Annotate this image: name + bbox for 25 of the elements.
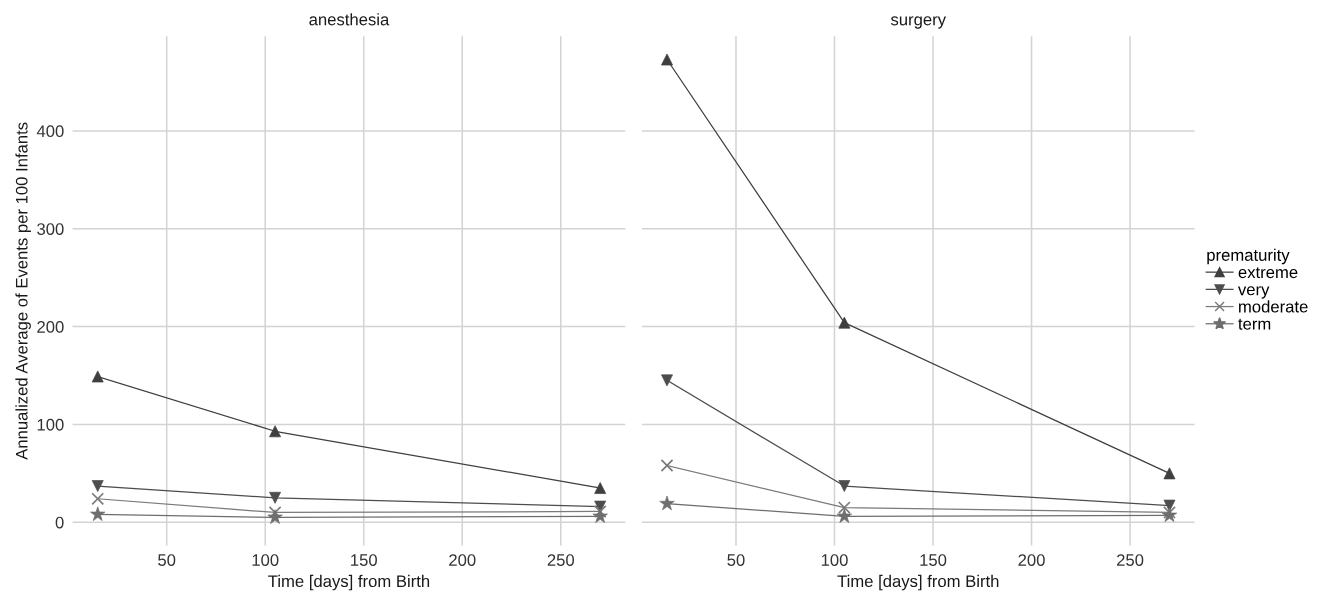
- x-tick-label: 200: [1018, 554, 1045, 566]
- chart-title: surgery: [890, 16, 946, 29]
- y-axis-title: Annualized Average of Events per 100 Infants: [15, 122, 31, 460]
- y-tick-label: 200: [37, 320, 64, 333]
- x-tick-label: 250: [547, 554, 575, 566]
- x-tick-label: 200: [449, 554, 476, 566]
- x-tick-label: 100: [252, 554, 279, 566]
- y-tick-label: 300: [37, 223, 64, 235]
- x-tick-label: 50: [158, 554, 176, 566]
- y-tick-label: 100: [37, 418, 64, 431]
- chart-title: anesthesia: [309, 13, 390, 26]
- legend-title: prematurity: [1207, 248, 1290, 265]
- x-tick-label: 250: [1117, 554, 1144, 566]
- x-tick-label: 150: [920, 554, 947, 566]
- legend-label: extreme: [1238, 267, 1298, 279]
- x-tick-label: 50: [727, 554, 745, 566]
- x-axis-title: Time [days] from Birth: [268, 574, 430, 591]
- x-tick-label: 100: [821, 554, 848, 566]
- x-tick-label: 150: [351, 554, 377, 566]
- legend-label: term: [1238, 318, 1271, 330]
- legend-label: very: [1237, 286, 1270, 299]
- y-tick-label: 400: [36, 125, 64, 138]
- x-axis-title: Time [days] from Birth: [837, 574, 999, 591]
- y-tick-label: 0: [55, 516, 64, 529]
- legend-label: moderate: [1239, 300, 1308, 313]
